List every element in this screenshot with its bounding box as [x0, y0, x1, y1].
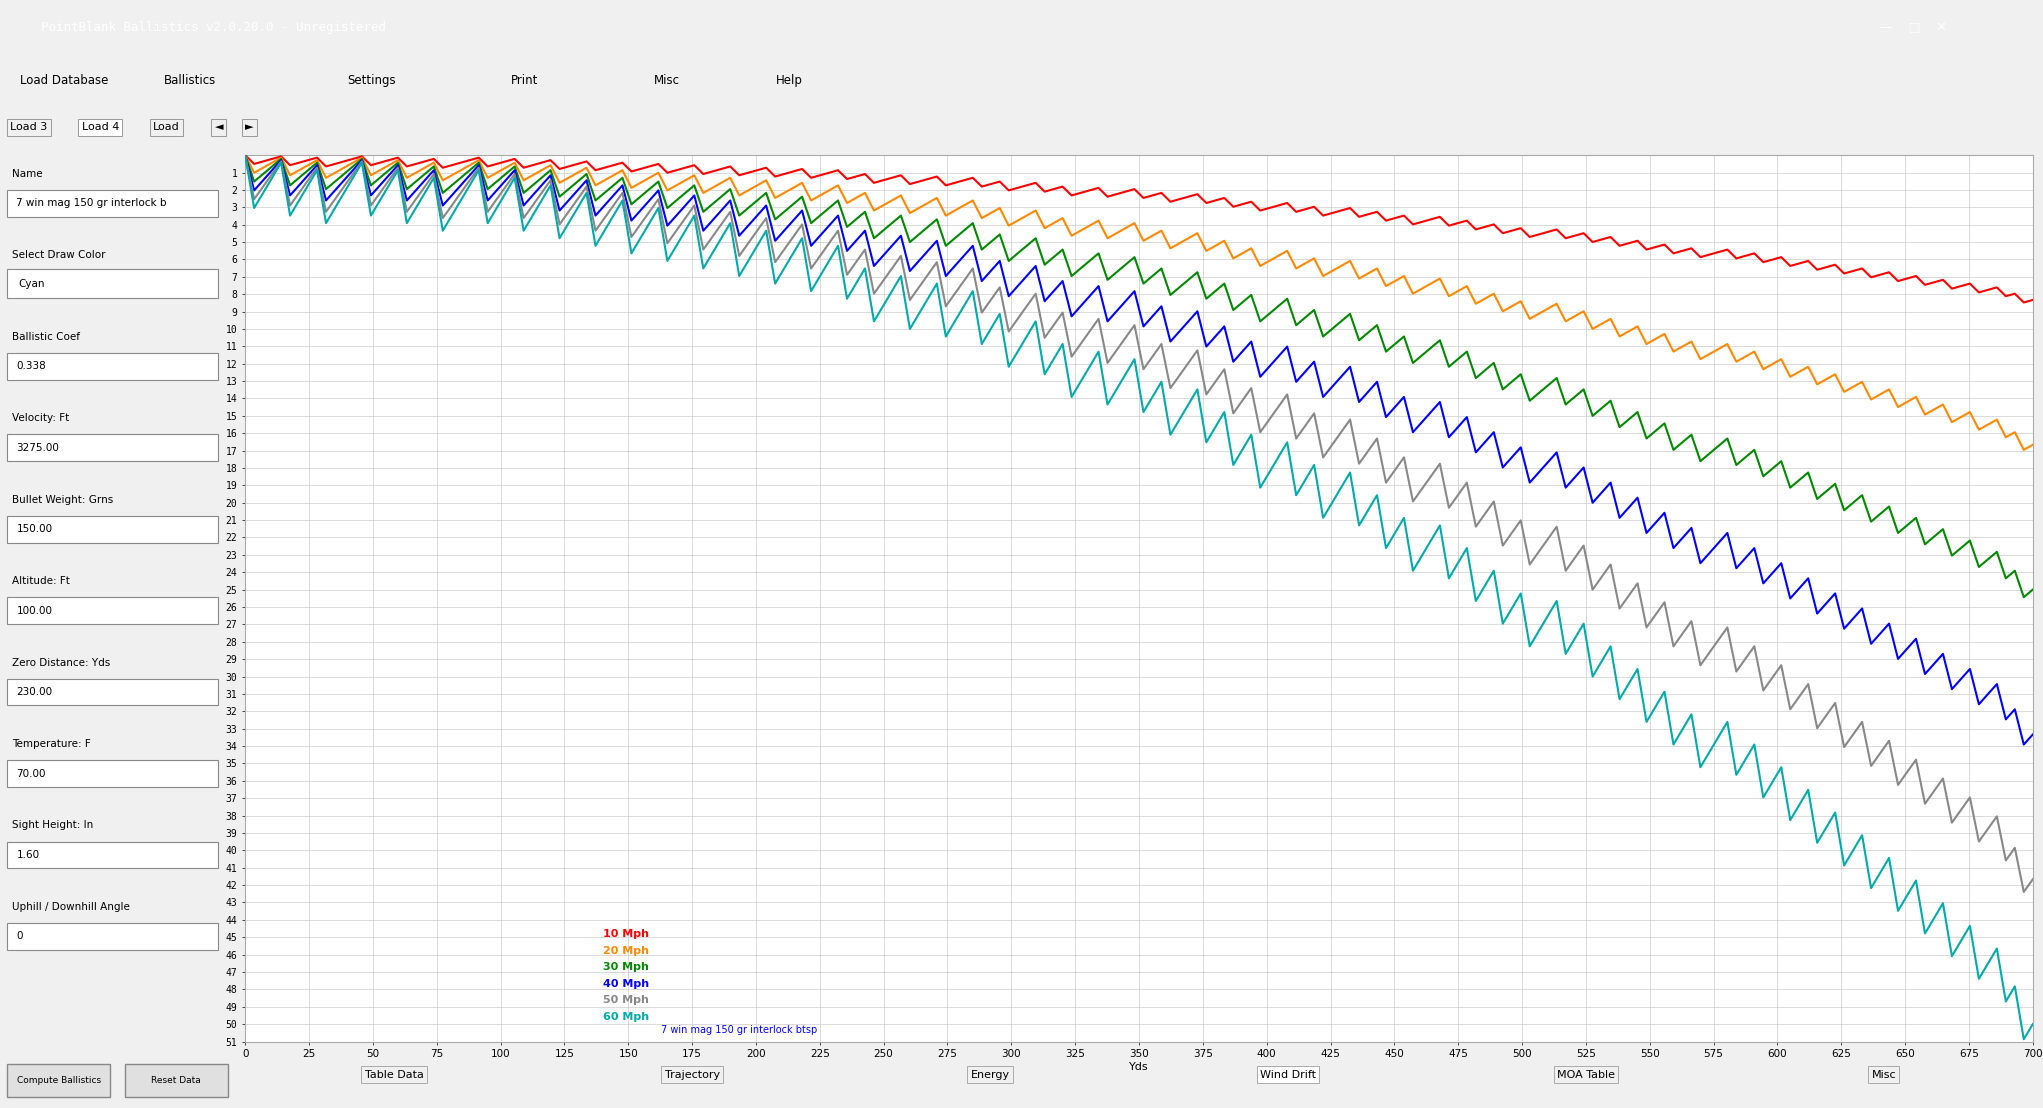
X-axis label: Yds: Yds	[1130, 1061, 1148, 1071]
Text: Table Data: Table Data	[366, 1069, 423, 1080]
Bar	[125, 1064, 229, 1097]
Text: 1.60: 1.60	[16, 850, 39, 860]
Text: —    □    ✕: — □ ✕	[1880, 21, 1947, 34]
Text: Print: Print	[511, 74, 537, 86]
Text: 0.338: 0.338	[16, 361, 47, 371]
Text: Trajectory: Trajectory	[664, 1069, 719, 1080]
Text: Name: Name	[12, 168, 43, 178]
Text: Ballistics: Ballistics	[163, 74, 217, 86]
Text: 60 Mph: 60 Mph	[603, 1012, 650, 1022]
Text: Load: Load	[153, 122, 180, 133]
Text: Zero Distance: Yds: Zero Distance: Yds	[12, 657, 110, 667]
Text: 3275.00: 3275.00	[16, 443, 59, 453]
Text: 30 Mph: 30 Mph	[603, 962, 648, 972]
Text: Cyan: Cyan	[18, 279, 45, 289]
Text: 20 Mph: 20 Mph	[603, 946, 650, 956]
Text: Misc: Misc	[654, 74, 680, 86]
Bar	[6, 269, 219, 298]
Text: Velocity: Ft: Velocity: Ft	[12, 413, 69, 423]
Text: Wind Drift: Wind Drift	[1261, 1069, 1316, 1080]
Text: 40 Mph: 40 Mph	[603, 978, 650, 988]
Text: Temperature: F: Temperature: F	[12, 739, 90, 749]
Text: Select Draw Color: Select Draw Color	[12, 250, 106, 260]
Text: 100.00: 100.00	[16, 606, 53, 616]
Text: 0: 0	[16, 932, 22, 942]
Text: 7 win mag 150 gr interlock b: 7 win mag 150 gr interlock b	[16, 198, 168, 208]
Text: Altitude: Ft: Altitude: Ft	[12, 576, 69, 586]
Text: Reset Data: Reset Data	[151, 1076, 200, 1085]
Bar	[6, 842, 219, 869]
Text: ◄: ◄	[215, 122, 223, 133]
Text: Load 4: Load 4	[82, 122, 118, 133]
Bar	[6, 434, 219, 461]
Text: 150.00: 150.00	[16, 524, 53, 534]
Text: Sight Height: In: Sight Height: In	[12, 821, 94, 831]
Text: Help: Help	[776, 74, 803, 86]
Text: ►: ►	[245, 122, 253, 133]
Text: Load Database: Load Database	[20, 74, 108, 86]
Text: MOA Table: MOA Table	[1557, 1069, 1614, 1080]
Text: Misc: Misc	[1871, 1069, 1896, 1080]
Text: Bullet Weight: Grns: Bullet Weight: Grns	[12, 494, 112, 504]
Text: 7 win mag 150 gr interlock btsp: 7 win mag 150 gr interlock btsp	[662, 1025, 817, 1035]
Bar	[6, 923, 219, 950]
Text: 50 Mph: 50 Mph	[603, 995, 648, 1005]
Text: 70.00: 70.00	[16, 769, 45, 779]
Bar	[6, 352, 219, 380]
Text: 10 Mph: 10 Mph	[603, 930, 650, 940]
Bar	[6, 597, 219, 624]
Text: Uphill / Downhill Angle: Uphill / Downhill Angle	[12, 902, 129, 912]
Bar	[6, 760, 219, 787]
Text: Compute Ballistics: Compute Ballistics	[16, 1076, 100, 1085]
Bar	[6, 189, 219, 217]
Bar	[6, 678, 219, 706]
Text: 230.00: 230.00	[16, 687, 53, 697]
Text: Energy: Energy	[970, 1069, 1009, 1080]
Text: Ballistic Coef: Ballistic Coef	[12, 331, 80, 341]
Text: PointBlank Ballistics v2.0.20.0 - Unregistered: PointBlank Ballistics v2.0.20.0 - Unregi…	[41, 21, 386, 34]
Bar	[6, 1064, 110, 1097]
Text: Load 3: Load 3	[10, 122, 47, 133]
Text: Settings: Settings	[347, 74, 396, 86]
Bar	[6, 515, 219, 543]
